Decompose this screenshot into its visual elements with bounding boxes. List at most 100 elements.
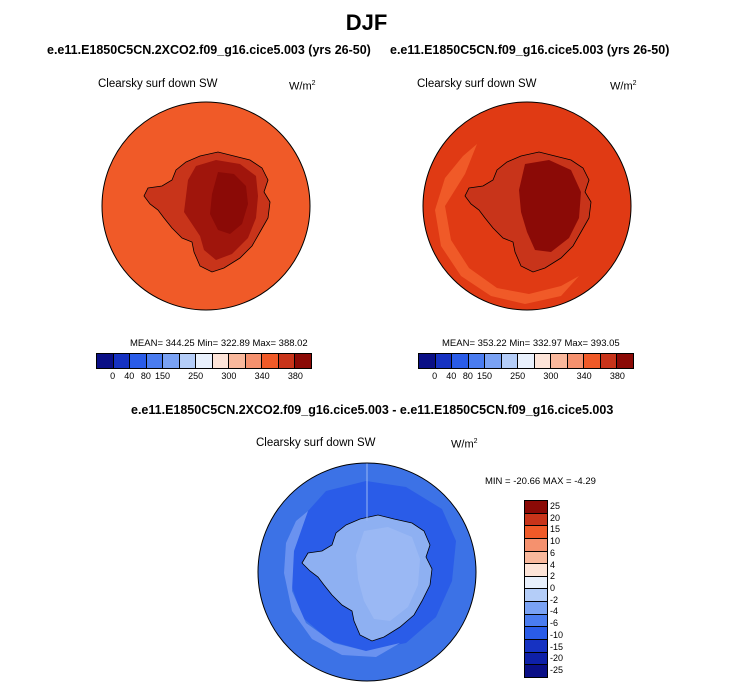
left-colorbar-swatches: [96, 353, 312, 369]
colorbar-tick-label: 80: [140, 371, 151, 381]
diff-map: [257, 462, 477, 682]
colorbar-swatch: [525, 627, 547, 641]
colorbar-tick-label: 380: [287, 371, 303, 381]
colorbar-tick-label: -20: [550, 653, 564, 664]
left-map-border: [101, 101, 311, 311]
colorbar-tick-label: -4: [550, 606, 559, 617]
diff-sea-ice-edge: [284, 511, 400, 657]
colorbar-swatch: [525, 526, 547, 539]
right-variable-label: Clearsky surf down SW: [417, 78, 537, 90]
right-case-title: e.e11.E1850C5CN.f09_g16.cice5.003 (yrs 2…: [390, 43, 670, 57]
colorbar-swatch: [551, 354, 568, 368]
colorbar-swatch: [600, 354, 618, 368]
diff-antarctica-inland: [356, 527, 420, 621]
colorbar-tick-label: -6: [550, 618, 559, 629]
colorbar-swatch: [525, 589, 547, 603]
right-colorbar-swatches: [418, 353, 634, 369]
colorbar-tick-label: 380: [609, 371, 625, 381]
colorbar-swatch: [196, 354, 213, 368]
colorbar-swatch: [525, 501, 547, 514]
left-antarctica-interior: [210, 172, 248, 234]
colorbar-swatch: [295, 354, 311, 368]
colorbar-swatch: [525, 551, 547, 565]
colorbar-swatch: [525, 614, 547, 628]
colorbar-tick-label: 300: [543, 371, 559, 381]
colorbar-swatch: [113, 354, 131, 368]
right-map-border: [422, 101, 632, 311]
diff-case-title: e.e11.E1850C5CN.2XCO2.f09_g16.cice5.003 …: [131, 403, 614, 417]
colorbar-swatch: [525, 602, 547, 615]
colorbar-tick-label: 0: [110, 371, 116, 381]
colorbar-swatch: [229, 354, 246, 368]
colorbar-tick-label: 10: [550, 536, 561, 547]
colorbar-swatch: [435, 354, 453, 368]
diff-map-border: [257, 462, 477, 682]
colorbar-swatch: [525, 538, 547, 552]
colorbar-tick-label: 340: [576, 371, 592, 381]
colorbar-swatch: [212, 354, 230, 368]
left-variable-label: Clearsky surf down SW: [98, 78, 218, 90]
colorbar-tick-label: 150: [476, 371, 492, 381]
colorbar-swatch: [245, 354, 263, 368]
right-map: [422, 101, 632, 311]
colorbar-swatch: [518, 354, 535, 368]
colorbar-swatch: [525, 513, 547, 527]
colorbar-tick-label: 250: [188, 371, 204, 381]
colorbar-swatch: [584, 354, 601, 368]
colorbar-swatch: [468, 354, 486, 368]
diff-stats: MIN = -20.66 MAX = -4.29: [485, 476, 596, 487]
colorbar-tick-label: -2: [550, 594, 559, 605]
colorbar-tick-label: 4: [550, 559, 556, 570]
left-case-title: e.e11.E1850C5CN.2XCO2.f09_g16.cice5.003 …: [47, 43, 371, 57]
colorbar-tick-label: 15: [550, 524, 561, 535]
right-stats: MEAN= 353.22 Min= 332.97 Max= 393.05: [442, 338, 620, 349]
colorbar-swatch: [485, 354, 502, 368]
colorbar-tick-label: 25: [550, 500, 561, 511]
right-sea-ice-edge: [435, 144, 579, 304]
colorbar-tick-label: 150: [154, 371, 170, 381]
colorbar-tick-label: 20: [550, 512, 561, 523]
colorbar-swatch: [419, 354, 436, 368]
colorbar-swatch: [179, 354, 197, 368]
colorbar-tick-label: 40: [124, 371, 135, 381]
colorbar-tick-label: 80: [462, 371, 473, 381]
left-colorbar-ticks: 0 40 80 150 250 300 340 380: [96, 369, 312, 383]
diff-colorbar-ticks: 25 20 15 10 6 4 2 0 -2 -4 -6 -10 -15 -20 -25: [550, 500, 584, 676]
colorbar-tick-label: -15: [550, 641, 564, 652]
colorbar-tick-label: 300: [221, 371, 237, 381]
colorbar-tick-label: 0: [550, 583, 556, 593]
colorbar-swatch: [501, 354, 519, 368]
right-units-label: W/m2: [610, 80, 637, 93]
left-stats: MEAN= 344.25 Min= 322.89 Max= 388.02: [130, 338, 308, 349]
colorbar-swatch: [525, 576, 547, 590]
diff-colorbar: 25 20 15 10 6 4 2 0 -2 -4 -6 -10 -15 -20 -25: [524, 500, 584, 678]
colorbar-swatch: [146, 354, 164, 368]
colorbar-swatch: [525, 564, 547, 577]
colorbar-swatch: [278, 354, 296, 368]
colorbar-swatch: [534, 354, 552, 368]
left-units-label: W/m2: [289, 80, 316, 93]
colorbar-swatch: [617, 354, 633, 368]
colorbar-tick-label: -25: [550, 665, 564, 676]
colorbar-tick-label: 2: [550, 571, 556, 582]
colorbar-swatch: [130, 354, 147, 368]
diff-units-label: W/m2: [451, 438, 478, 451]
colorbar-tick-label: 250: [510, 371, 526, 381]
colorbar-swatch: [452, 354, 469, 368]
colorbar-swatch: [525, 652, 547, 666]
figure-title: DJF: [345, 10, 388, 35]
left-colorbar: 0 40 80 150 250 300 340 380: [96, 353, 312, 383]
colorbar-swatch: [525, 665, 547, 677]
colorbar-tick-label: 40: [446, 371, 457, 381]
colorbar-swatch: [163, 354, 180, 368]
colorbar-tick-label: 340: [254, 371, 270, 381]
diff-colorbar-swatches: [524, 500, 548, 678]
colorbar-tick-label: -10: [550, 629, 564, 640]
colorbar-swatch: [525, 640, 547, 653]
right-antarctica-interior: [519, 160, 581, 252]
colorbar-swatch: [97, 354, 114, 368]
colorbar-tick-label: 6: [550, 547, 556, 558]
colorbar-tick-label: 0: [432, 371, 438, 381]
diff-variable-label: Clearsky surf down SW: [256, 437, 376, 449]
right-colorbar: 0 40 80 150 250 300 340 380: [418, 353, 634, 383]
